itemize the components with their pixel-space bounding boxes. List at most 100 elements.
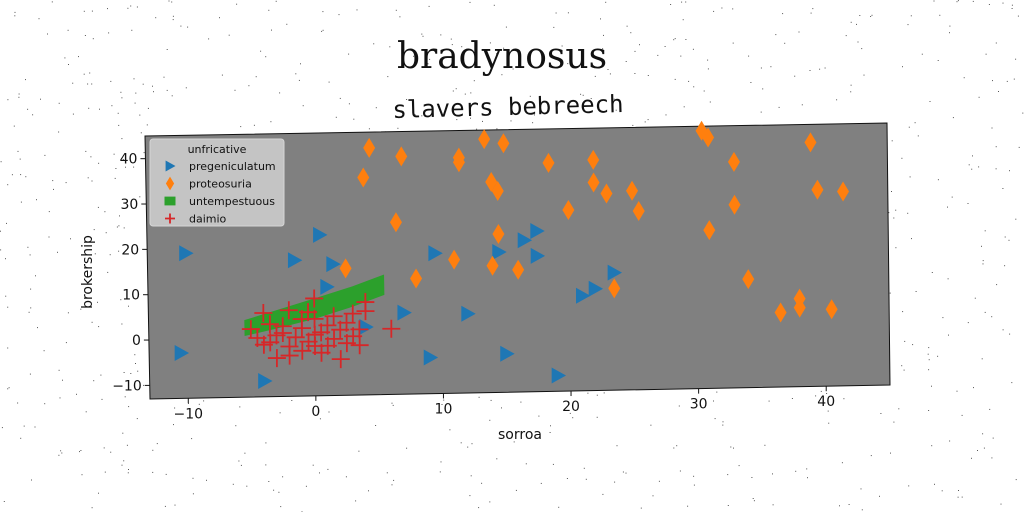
speckle	[28, 311, 30, 313]
speckle	[185, 87, 187, 89]
speckle	[440, 34, 442, 36]
point-daimio	[318, 336, 337, 355]
speckle	[801, 104, 803, 106]
speckle	[996, 284, 998, 286]
speckle	[192, 493, 194, 495]
point-pregeniculatum	[517, 232, 533, 249]
y-axis-ticks: −10 0 10 20 30 40	[112, 152, 150, 394]
speckle	[794, 75, 796, 77]
speckle	[957, 496, 959, 498]
speckle	[784, 42, 786, 44]
speckle	[984, 311, 986, 313]
speckle	[188, 402, 189, 404]
speckle	[764, 444, 766, 446]
speckle	[121, 97, 123, 99]
speckle	[937, 355, 939, 357]
point-proteosuria	[793, 288, 806, 309]
speckle	[60, 450, 62, 452]
speckle	[92, 38, 94, 40]
speckle	[180, 25, 182, 27]
speckle	[248, 85, 250, 87]
speckle	[947, 278, 949, 280]
speckle	[67, 312, 69, 314]
speckle	[440, 461, 442, 463]
speckle	[470, 117, 471, 119]
speckle	[113, 153, 115, 155]
speckle	[234, 89, 236, 91]
x-tick-label: 10	[435, 401, 453, 417]
y-axis-label: brokership	[80, 235, 96, 309]
point-pregeniculatum	[179, 245, 194, 262]
speckle	[322, 11, 324, 13]
speckle	[101, 398, 103, 400]
speckle	[104, 211, 106, 213]
series-pregeniculatum	[174, 222, 623, 389]
speckle	[85, 150, 87, 152]
speckle	[722, 424, 724, 426]
speckle	[375, 107, 377, 109]
x-tick-label: 0	[311, 404, 320, 420]
speckle	[5, 258, 6, 260]
speckle	[391, 484, 393, 486]
speckle	[13, 125, 15, 127]
speckle	[137, 370, 139, 372]
speckle	[275, 0, 277, 2]
speckle	[37, 327, 38, 329]
speckle	[647, 75, 649, 76]
speckle	[613, 98, 615, 100]
point-proteosuria	[626, 180, 639, 201]
speckle	[863, 74, 865, 76]
speckle	[561, 45, 563, 47]
speckle	[967, 322, 969, 324]
speckle	[567, 63, 569, 65]
speckle	[673, 39, 675, 41]
point-proteosuria	[587, 172, 600, 193]
speckle	[375, 425, 377, 426]
speckle	[607, 69, 609, 70]
speckle	[270, 121, 272, 123]
speckle	[117, 112, 119, 114]
speckle	[0, 249, 2, 251]
point-daimio	[260, 315, 279, 334]
speckle	[128, 406, 130, 408]
speckle	[1009, 333, 1011, 335]
speckle	[772, 504, 774, 506]
speckle	[622, 471, 624, 473]
point-proteosuria	[811, 179, 824, 200]
point-pregeniculatum	[320, 278, 335, 295]
point-pregeniculatum	[607, 264, 623, 281]
speckle	[83, 10, 85, 12]
speckle	[305, 485, 307, 487]
speckle	[634, 50, 636, 52]
speckle	[80, 450, 82, 451]
speckle	[173, 424, 174, 426]
speckle	[910, 15, 912, 17]
point-proteosuria	[774, 302, 787, 323]
speckle	[550, 425, 551, 427]
speckle	[1006, 80, 1008, 82]
speckle	[103, 447, 105, 449]
speckle	[991, 457, 993, 459]
point-pregeniculatum	[588, 280, 604, 297]
y-tick-label: 30	[120, 197, 138, 213]
speckle	[1018, 146, 1020, 148]
point-daimio	[280, 346, 299, 365]
point-proteosuria	[492, 223, 505, 244]
speckle	[738, 465, 740, 467]
speckle	[31, 479, 32, 481]
speckle	[0, 161, 2, 163]
speckle	[770, 66, 772, 68]
speckle	[812, 8, 814, 10]
speckle	[146, 124, 148, 126]
speckle	[152, 85, 153, 87]
speckle	[982, 263, 984, 265]
speckle	[583, 467, 585, 469]
speckle	[682, 19, 684, 21]
speckle	[958, 490, 959, 491]
speckle	[603, 34, 604, 36]
speckle	[481, 482, 483, 484]
speckle	[1004, 265, 1006, 267]
speckle	[1002, 329, 1004, 331]
speckle	[1000, 503, 1002, 505]
speckle	[585, 478, 587, 480]
